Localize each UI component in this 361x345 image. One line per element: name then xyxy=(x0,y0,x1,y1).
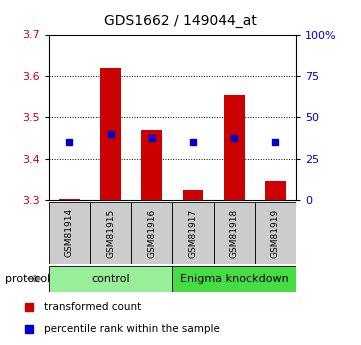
Text: percentile rank within the sample: percentile rank within the sample xyxy=(44,324,220,334)
Text: GSM81916: GSM81916 xyxy=(147,208,156,257)
Bar xyxy=(59,199,80,200)
Bar xyxy=(49,202,90,264)
Bar xyxy=(265,181,286,200)
Text: GSM81915: GSM81915 xyxy=(106,208,115,257)
Text: GSM81917: GSM81917 xyxy=(188,208,197,257)
Bar xyxy=(49,266,172,292)
Bar xyxy=(255,202,296,264)
Bar xyxy=(172,266,296,292)
Text: protocol: protocol xyxy=(5,274,51,284)
Bar xyxy=(142,130,162,200)
Bar xyxy=(131,202,173,264)
Bar xyxy=(172,202,214,264)
Text: GDS1662 / 149044_at: GDS1662 / 149044_at xyxy=(104,14,257,28)
Text: control: control xyxy=(91,274,130,284)
Text: transformed count: transformed count xyxy=(44,302,142,312)
Text: GSM81919: GSM81919 xyxy=(271,208,280,257)
Bar xyxy=(224,95,244,200)
Text: Enigma knockdown: Enigma knockdown xyxy=(180,274,288,284)
Bar xyxy=(100,68,121,200)
Text: GSM81914: GSM81914 xyxy=(65,208,74,257)
Bar xyxy=(183,190,203,200)
Text: GSM81918: GSM81918 xyxy=(230,208,239,257)
Bar xyxy=(214,202,255,264)
Bar xyxy=(90,202,131,264)
